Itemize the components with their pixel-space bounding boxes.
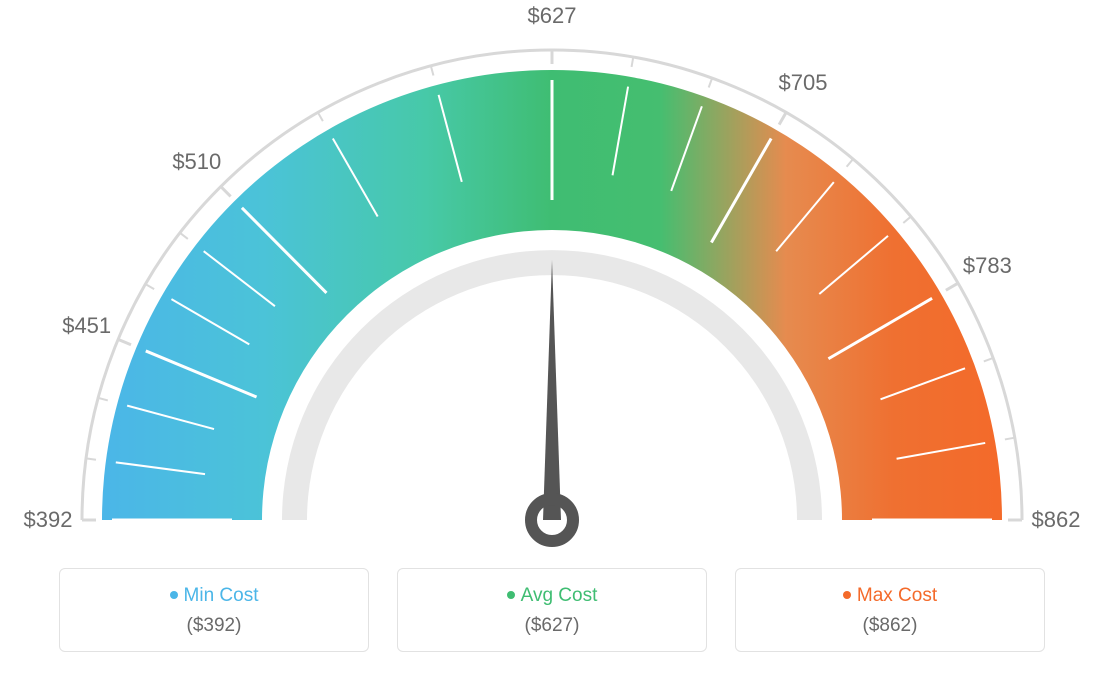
legend-card-max: Max Cost ($862) — [735, 568, 1045, 652]
gauge-container: $392 $451 $510 $627 $705 $783 $862 — [0, 0, 1104, 560]
gauge-tick-label: $392 — [24, 507, 73, 533]
legend-value-max: ($862) — [736, 615, 1044, 637]
gauge-tick-label: $705 — [779, 70, 828, 96]
legend-card-min: Min Cost ($392) — [59, 568, 369, 652]
legend-dot-avg — [507, 591, 515, 599]
legend-dot-min — [170, 591, 178, 599]
legend-row: Min Cost ($392) Avg Cost ($627) Max Cost… — [0, 568, 1104, 652]
gauge-tick-label: $451 — [62, 313, 111, 339]
legend-label-min: Min Cost — [184, 585, 259, 606]
gauge-tick-label: $510 — [172, 149, 221, 175]
legend-value-min: ($392) — [60, 615, 368, 637]
gauge-tick-label: $862 — [1032, 507, 1081, 533]
gauge-tick-label: $783 — [963, 253, 1012, 279]
legend-title-max: Max Cost — [736, 585, 1044, 607]
gauge-tick-label: $627 — [528, 3, 577, 29]
legend-card-avg: Avg Cost ($627) — [397, 568, 707, 652]
legend-label-avg: Avg Cost — [521, 585, 598, 606]
legend-title-min: Min Cost — [60, 585, 368, 607]
legend-title-avg: Avg Cost — [398, 585, 706, 607]
gauge-chart — [0, 0, 1104, 560]
legend-dot-max — [843, 591, 851, 599]
legend-value-avg: ($627) — [398, 615, 706, 637]
legend-label-max: Max Cost — [857, 585, 937, 606]
